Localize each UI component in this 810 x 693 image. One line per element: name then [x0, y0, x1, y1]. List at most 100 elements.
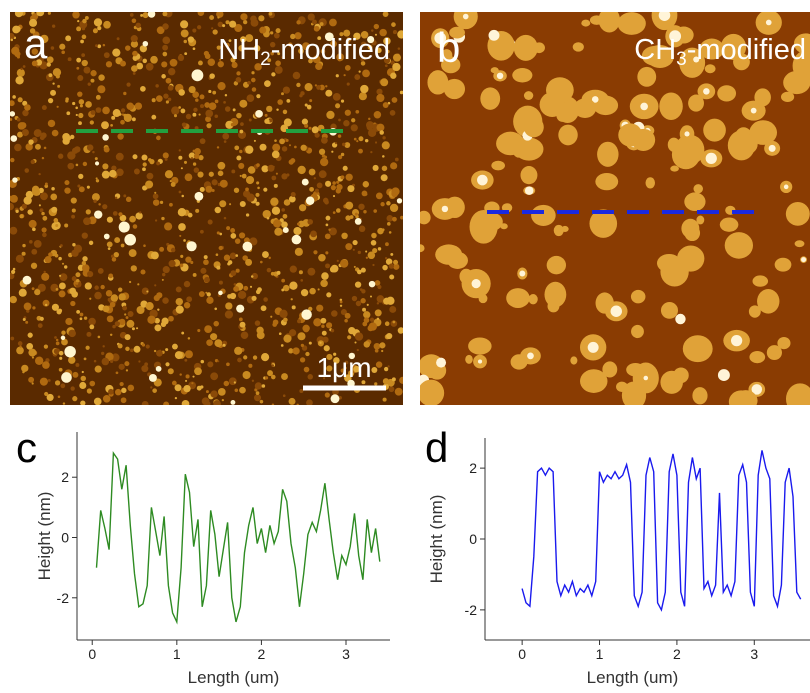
texture-speck — [67, 151, 76, 160]
texture-speck — [17, 341, 23, 346]
texture-speck — [31, 248, 38, 255]
texture-speck — [12, 95, 16, 99]
texture-speck — [36, 12, 45, 17]
texture-speck — [330, 328, 335, 333]
texture-speck — [339, 32, 344, 37]
texture-patch — [447, 251, 468, 269]
texture-speck — [382, 102, 389, 108]
texture-speck — [362, 307, 367, 312]
texture-speck — [320, 136, 328, 144]
texture-speck — [304, 123, 309, 128]
texture-speck — [110, 294, 119, 302]
texture-speck — [363, 317, 370, 323]
texture-patch — [533, 42, 545, 54]
texture-speck — [311, 126, 319, 134]
texture-speck — [259, 399, 264, 404]
texture-speck — [31, 287, 35, 291]
texture-speck — [54, 336, 57, 339]
texture-speck — [276, 108, 279, 111]
texture-speck — [58, 367, 63, 372]
texture-speck — [436, 357, 447, 368]
texture-speck — [118, 221, 130, 233]
texture-speck — [78, 186, 85, 193]
texture-speck — [184, 350, 193, 359]
texture-speck — [203, 259, 209, 266]
texture-speck — [154, 219, 158, 222]
texture-speck — [52, 82, 55, 85]
texture-speck — [31, 382, 34, 385]
texture-speck — [136, 62, 144, 70]
texture-speck — [175, 305, 184, 314]
texture-speck — [377, 284, 382, 290]
texture-speck — [43, 270, 46, 274]
texture-speck — [89, 120, 94, 125]
texture-speck — [316, 304, 324, 312]
texture-speck — [381, 165, 388, 172]
texture-speck — [177, 54, 185, 62]
texture-speck — [86, 331, 92, 337]
texture-speck — [299, 94, 303, 98]
texture-speck — [376, 93, 385, 103]
texture-speck — [117, 133, 124, 140]
texture-speck — [61, 372, 72, 383]
texture-speck — [336, 180, 340, 184]
texture-patch — [752, 275, 769, 287]
texture-speck — [174, 351, 183, 360]
texture-patch — [645, 177, 656, 189]
texture-speck — [288, 348, 294, 354]
texture-speck — [238, 232, 246, 239]
texture-speck — [308, 306, 313, 312]
texture-speck — [138, 360, 141, 363]
texture-speck — [361, 380, 366, 385]
texture-speck — [31, 48, 39, 55]
texture-speck — [93, 359, 97, 363]
texture-speck — [290, 191, 296, 198]
texture-speck — [122, 305, 128, 311]
texture-speck — [321, 330, 327, 336]
texture-speck — [28, 376, 35, 383]
texture-speck — [18, 288, 27, 297]
texture-speck — [142, 167, 146, 172]
texture-speck — [125, 316, 129, 319]
texture-speck — [297, 165, 306, 175]
texture-speck — [70, 197, 77, 204]
texture-speck — [76, 66, 80, 70]
texture-speck — [353, 32, 361, 40]
texture-speck — [343, 120, 350, 127]
texture-speck — [130, 265, 137, 272]
texture-speck — [370, 240, 377, 246]
texture-speck — [339, 298, 343, 302]
texture-speck — [360, 30, 369, 39]
texture-speck — [271, 150, 280, 159]
texture-speck — [259, 143, 267, 151]
texture-speck — [292, 347, 300, 355]
texture-speck — [217, 82, 226, 91]
texture-speck — [397, 47, 401, 50]
texture-speck — [360, 61, 366, 66]
texture-speck — [248, 363, 253, 368]
texture-speck — [103, 146, 110, 153]
texture-speck — [77, 75, 84, 81]
texture-patch — [749, 120, 778, 145]
texture-speck — [119, 214, 127, 222]
texture-speck — [206, 401, 211, 405]
texture-speck — [64, 345, 76, 358]
texture-speck — [282, 394, 286, 398]
texture-speck — [304, 103, 308, 107]
texture-speck — [214, 114, 219, 119]
texture-speck — [387, 365, 390, 368]
texture-speck — [97, 335, 101, 339]
texture-speck — [94, 210, 103, 219]
texture-speck — [222, 343, 226, 347]
texture-speck — [344, 318, 348, 323]
texture-speck — [194, 367, 202, 376]
texture-speck — [146, 290, 149, 293]
texture-speck — [69, 287, 77, 295]
texture-speck — [111, 353, 120, 362]
texture-speck — [281, 92, 284, 96]
texture-speck — [314, 188, 319, 193]
texture-speck — [28, 348, 37, 357]
texture-speck — [301, 178, 309, 186]
texture-speck — [102, 345, 105, 348]
